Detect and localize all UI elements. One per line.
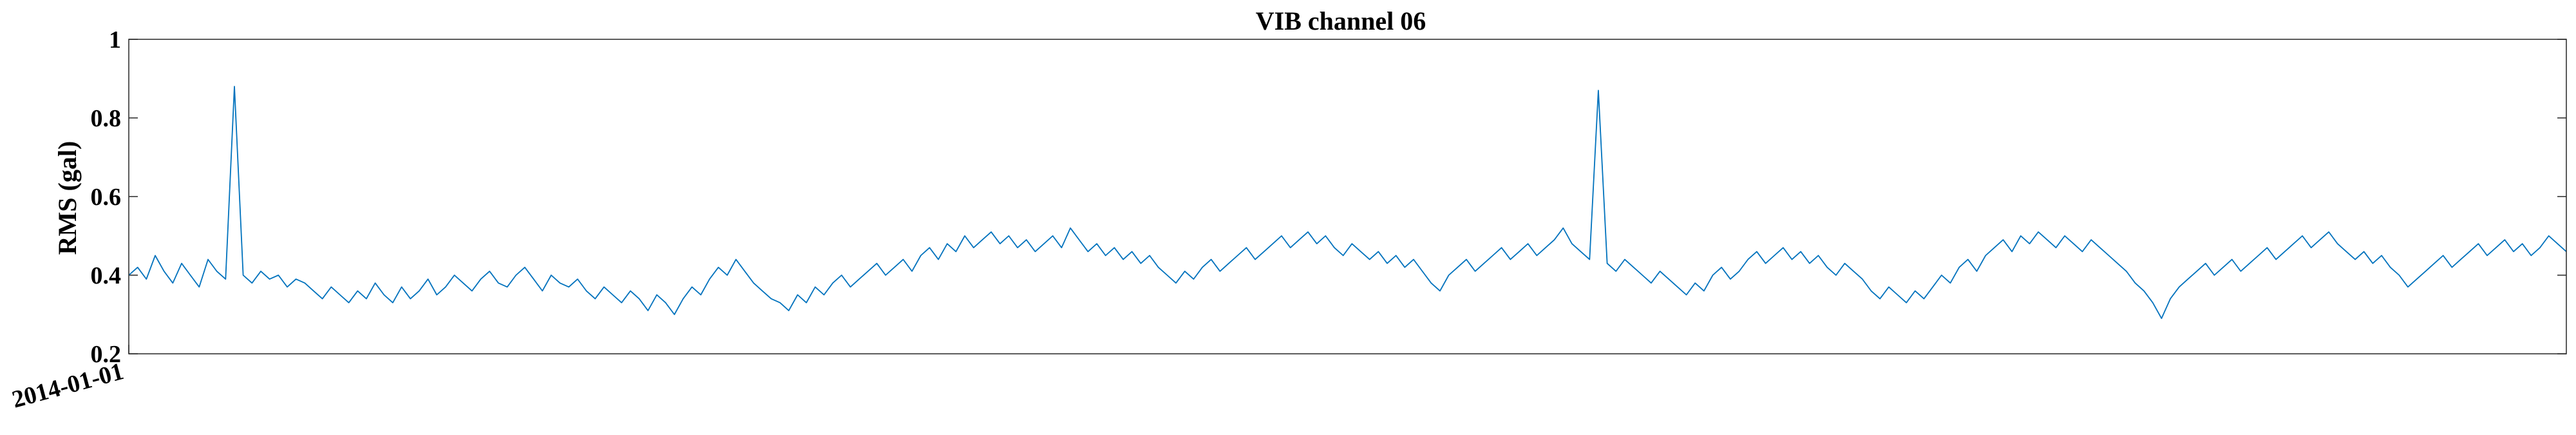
y-tick-label: 1 <box>109 26 121 53</box>
y-tick-label: 0.2 <box>91 341 122 368</box>
y-axis-label: RMS (gal) <box>53 141 82 255</box>
y-axis: 0.2 0.4 0.6 0.8 1 <box>91 26 2566 368</box>
y-tick-label: 0.6 <box>91 184 122 211</box>
y-tick-label: 0.8 <box>91 105 122 132</box>
y-tick-label: 0.4 <box>91 262 122 289</box>
chart-title: VIB channel 06 <box>1256 6 1426 35</box>
series-line <box>128 86 2567 320</box>
plot-area <box>128 86 2567 320</box>
x-tick-label: 2014-01-01 <box>9 358 126 413</box>
axes-frame <box>128 39 2567 354</box>
